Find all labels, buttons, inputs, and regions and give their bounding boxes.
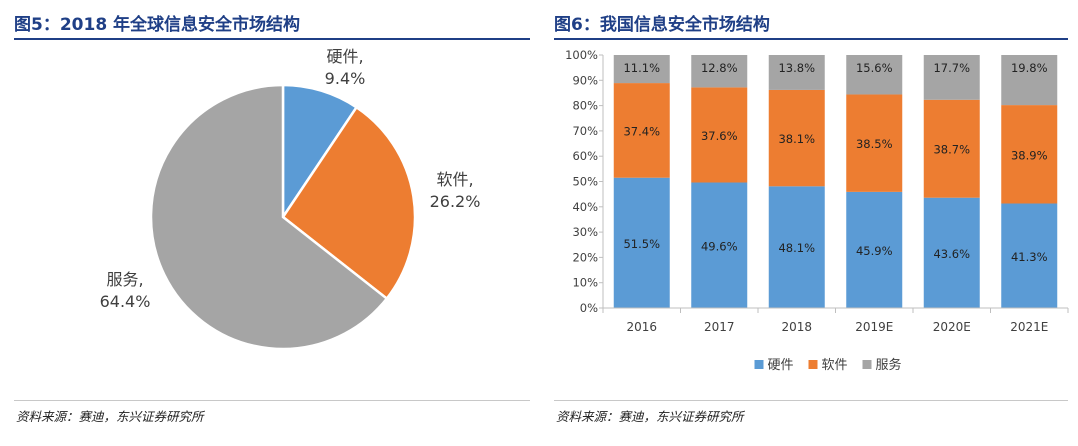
right-source-divider: [554, 400, 1068, 401]
y-tick-label: 30%: [572, 225, 598, 239]
bar-data-label: 43.6%: [933, 247, 970, 261]
x-tick-label: 2019E: [855, 320, 893, 334]
x-tick-label: 2020E: [933, 320, 971, 334]
left-source-note: 资料来源：赛迪，东兴证券研究所: [16, 409, 204, 424]
legend-label: 软件: [822, 358, 848, 373]
left-title-divider: [14, 38, 530, 40]
left-figure-panel: 图5：2018 年全球信息安全市场结构 硬件, 9.4% 软件, 26.2% 服务, 64…: [14, 15, 530, 424]
y-tick-label: 0%: [580, 301, 598, 315]
bar-data-label: 51.5%: [623, 237, 660, 251]
pie-slice-1: [281, 83, 359, 222]
bar-data-label: 37.6%: [701, 129, 738, 143]
bar-data-label: 12.8%: [701, 61, 738, 75]
pie-slice-value-label: 9.4%: [325, 69, 366, 88]
bar-data-label: 45.9%: [856, 244, 893, 258]
legend-swatch: [754, 360, 764, 369]
pie-slice-2: [281, 105, 417, 301]
bar-segment: [613, 83, 670, 178]
bar-segment: [1001, 105, 1058, 204]
bar-data-label: 38.1%: [778, 132, 815, 146]
x-tick-label: 2018: [781, 320, 812, 334]
y-tick-label: 60%: [572, 149, 598, 163]
bar-segment: [768, 186, 825, 308]
y-tick-label: 70%: [572, 124, 598, 138]
bar-segment: [613, 55, 670, 84]
bar-segment: [846, 55, 903, 95]
pie-chart: 硬件, 9.4% 软件, 26.2% 服务, 64.4%: [100, 47, 481, 351]
chart-legend: 硬件 软件 服务: [754, 357, 902, 373]
legend-swatch: [808, 360, 818, 369]
y-tick-label: 40%: [572, 200, 598, 214]
bar-data-label: 11.1%: [623, 61, 660, 75]
right-figure-panel: 图6：我国信息安全市场结构 0% 10% 20% 30% 40% 50% 60% 70% 80%…: [540, 0, 1078, 446]
pie-slice-name-label: 硬件,: [326, 47, 363, 66]
y-tick-label: 50%: [572, 175, 598, 189]
legend-label: 硬件: [768, 358, 794, 373]
bar-segment: [768, 89, 825, 187]
x-tick-label: 2017: [704, 320, 735, 334]
right-title-divider: [554, 38, 1068, 40]
stacked-bar-chart: 0% 10% 20% 30% 40% 50% 60% 70% 80% 90% 100% 51.5% 37…: [565, 48, 1069, 373]
bar-segment: [691, 182, 748, 308]
right-figure-title: 图6：我国信息安全市场结构: [554, 15, 770, 35]
bar-segment: [923, 99, 980, 198]
pie-slice-name-label: 软件,: [436, 170, 473, 189]
y-tick-label: 80%: [572, 99, 598, 113]
bar-data-label: 37.4%: [623, 124, 660, 138]
x-tick-label: 2016: [626, 320, 657, 334]
y-tick-label: 90%: [572, 73, 598, 87]
y-tick-label: 10%: [572, 276, 598, 290]
bar-segment: [846, 191, 903, 308]
bar-data-label: 48.1%: [778, 241, 815, 255]
bar-segment: [691, 55, 748, 88]
bar-data-label: 17.7%: [933, 61, 970, 75]
left-figure-title: 图5：2018 年全球信息安全市场结构: [14, 15, 301, 35]
bar-data-label: 49.6%: [701, 239, 738, 253]
bar-data-label: 13.8%: [778, 61, 815, 75]
y-tick-label: 100%: [565, 48, 598, 62]
bar-segment: [923, 55, 980, 100]
bar-data-label: 19.8%: [1011, 61, 1048, 75]
pie-slice-value-label: 64.4%: [100, 292, 151, 311]
bar-segment: [1001, 55, 1058, 106]
bar-data-label: 38.9%: [1011, 148, 1048, 162]
bar-segment: [691, 87, 748, 183]
x-tick-label: 2021E: [1010, 320, 1048, 334]
bar-data-label: 15.6%: [856, 61, 893, 75]
pie-slice-3: [149, 83, 389, 351]
bar-data-label: 38.5%: [856, 137, 893, 151]
pie-slice-name-label: 服务,: [106, 270, 143, 289]
bar-segment: [846, 94, 903, 192]
bar-data-label: 38.7%: [933, 143, 970, 157]
bar-segment: [768, 55, 825, 90]
bar-segment: [923, 197, 980, 308]
pie-slice-value-label: 26.2%: [430, 192, 481, 211]
legend-label: 服务: [876, 357, 902, 373]
legend-swatch: [862, 360, 872, 369]
y-tick-label: 20%: [572, 250, 598, 264]
left-source-divider: [14, 400, 530, 401]
bar-segment: [1001, 203, 1058, 308]
right-source-note: 资料来源：赛迪，东兴证券研究所: [556, 409, 744, 424]
bar-data-label: 41.3%: [1011, 250, 1048, 264]
bar-segment: [613, 177, 670, 308]
